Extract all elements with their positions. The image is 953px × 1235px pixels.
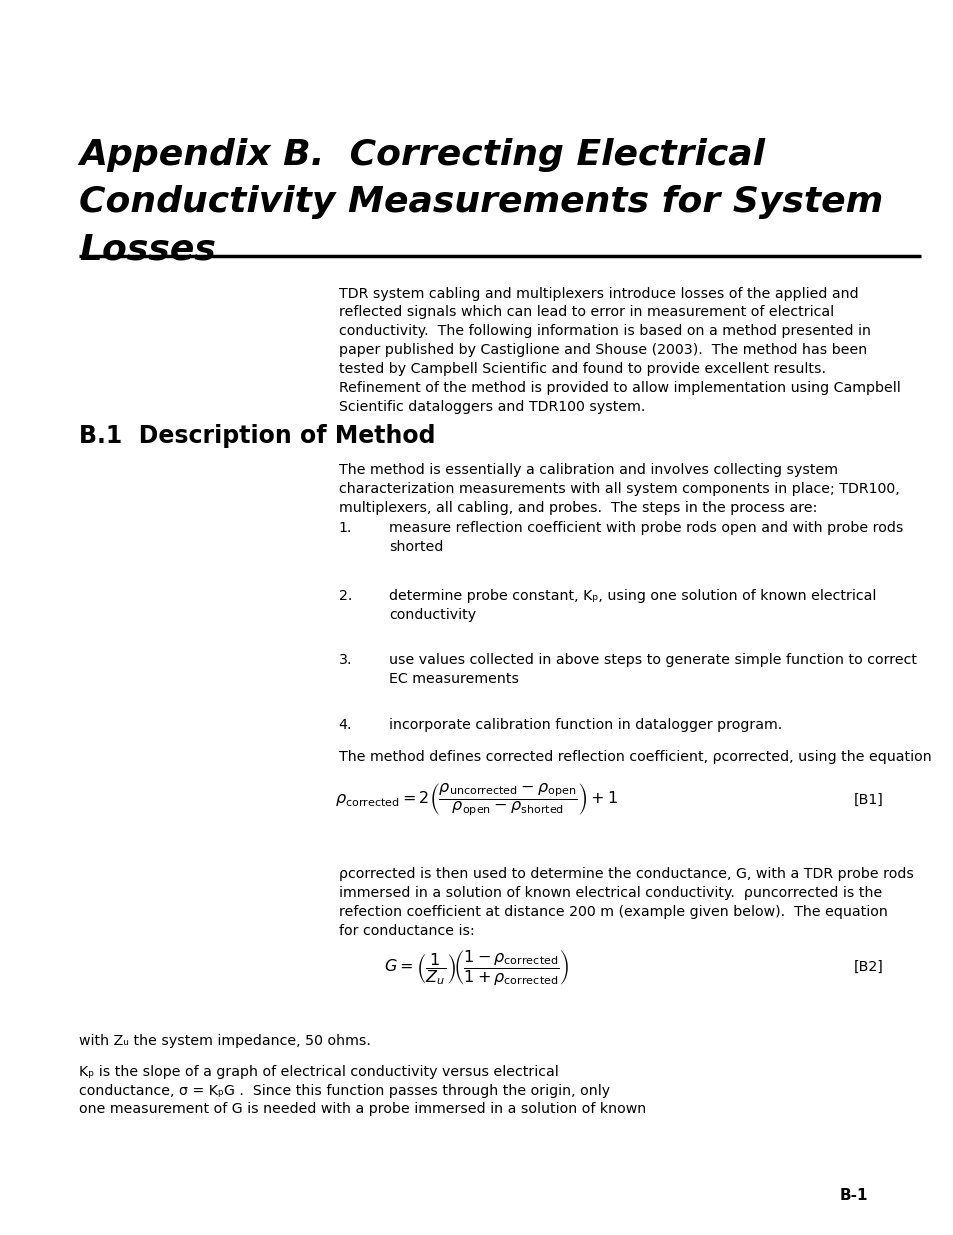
Text: measure reflection coefficient with probe rods open and with probe rods
shorted: measure reflection coefficient with prob… [389,521,902,555]
Text: [B2]: [B2] [853,960,882,974]
Text: The method is essentially a calibration and involves collecting system
character: The method is essentially a calibration … [338,463,899,515]
Text: 3.: 3. [338,653,352,667]
Text: Appendix B.  Correcting Electrical: Appendix B. Correcting Electrical [79,138,764,173]
Text: TDR system cabling and multiplexers introduce losses of the applied and
reflecte: TDR system cabling and multiplexers intr… [338,287,900,414]
Text: Kₚ is the slope of a graph of electrical conductivity versus electrical
conducta: Kₚ is the slope of a graph of electrical… [79,1065,646,1116]
Text: $\rho_{\rm corrected} = 2\left(\dfrac{\rho_{\rm uncorrected} - \rho_{\rm open}}{: $\rho_{\rm corrected} = 2\left(\dfrac{\r… [335,782,618,819]
Text: use values collected in above steps to generate simple function to correct
EC me: use values collected in above steps to g… [389,653,916,687]
Text: The method defines corrected reflection coefficient, ρcorrected, using the equat: The method defines corrected reflection … [338,750,930,763]
Text: Losses: Losses [79,232,215,267]
Text: [B1]: [B1] [853,793,882,808]
Text: 4.: 4. [338,718,352,731]
Text: B-1: B-1 [839,1188,867,1203]
Text: B.1  Description of Method: B.1 Description of Method [79,424,436,447]
Text: $G = \left(\dfrac{1}{Z_u}\right)\!\left(\dfrac{1 - \rho_{\rm corrected}}{1 + \rh: $G = \left(\dfrac{1}{Z_u}\right)\!\left(… [384,947,569,987]
Text: 1.: 1. [338,521,352,535]
Text: 2.: 2. [338,589,352,603]
Text: with Zᵤ the system impedance, 50 ohms.: with Zᵤ the system impedance, 50 ohms. [79,1034,371,1047]
Text: determine probe constant, Kₚ, using one solution of known electrical
conductivit: determine probe constant, Kₚ, using one … [389,589,876,622]
Text: Conductivity Measurements for System: Conductivity Measurements for System [79,185,882,220]
Text: ρcorrected is then used to determine the conductance, G, with a TDR probe rods
i: ρcorrected is then used to determine the… [338,867,913,937]
Text: incorporate calibration function in datalogger program.: incorporate calibration function in data… [389,718,781,731]
